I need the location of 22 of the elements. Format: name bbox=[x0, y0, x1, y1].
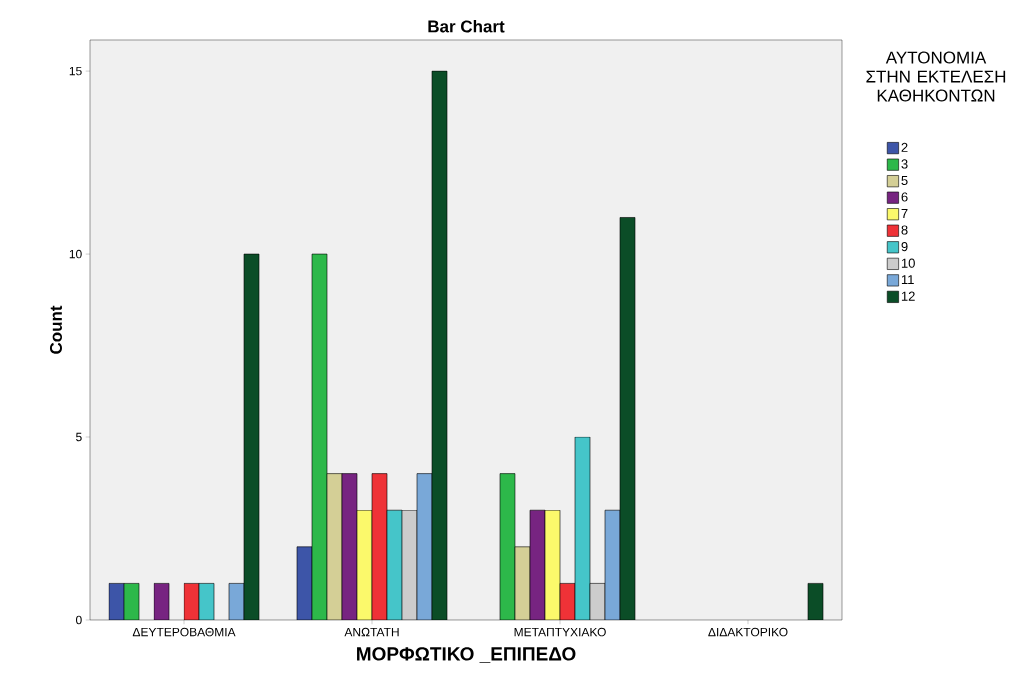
legend-label: 8 bbox=[901, 225, 908, 235]
legend-label: 11 bbox=[901, 275, 914, 285]
legend-label: 7 bbox=[901, 208, 908, 218]
y-axis-title: Count bbox=[49, 305, 62, 354]
legend-label: 12 bbox=[901, 291, 915, 301]
legend-label: 9 bbox=[901, 241, 908, 252]
x-tick-label: ΑΝΩΤΑΤΗ bbox=[344, 627, 399, 637]
x-tick-label: ΔΙΔΑΚΤΟΡΙΚΟ bbox=[708, 627, 788, 637]
x-axis-title: ΜΟΡΦΩΤΙΚΟ _ΕΠΙΠΕΔΟ bbox=[357, 647, 576, 663]
y-tick-label: 0 bbox=[76, 615, 82, 625]
legend-label: 2 bbox=[901, 142, 908, 152]
legend-label: 10 bbox=[901, 258, 915, 268]
y-tick-label: 5 bbox=[76, 432, 82, 442]
y-tick-label: 10 bbox=[69, 249, 82, 259]
legend-label: 6 bbox=[901, 192, 908, 202]
legend-label: 5 bbox=[901, 175, 908, 186]
legend-title: ΑΥΤΟΝΟΜΙΑ ΣΤΗΝ ΕΚΤΕΛΕΣΗ ΚΑΘΗΚΟΝΤΩΝ bbox=[866, 51, 1006, 102]
y-tick-label: 15 bbox=[69, 66, 82, 76]
chart-title: Bar Chart bbox=[428, 19, 505, 33]
x-tick-label: ΔΕΥΤΕΡΟΒΑΘΜΙΑ bbox=[132, 627, 236, 637]
legend-label: 3 bbox=[901, 159, 908, 169]
x-tick-label: ΜΕΤΑΠΤΥΧΙΑΚΟ bbox=[514, 627, 606, 637]
